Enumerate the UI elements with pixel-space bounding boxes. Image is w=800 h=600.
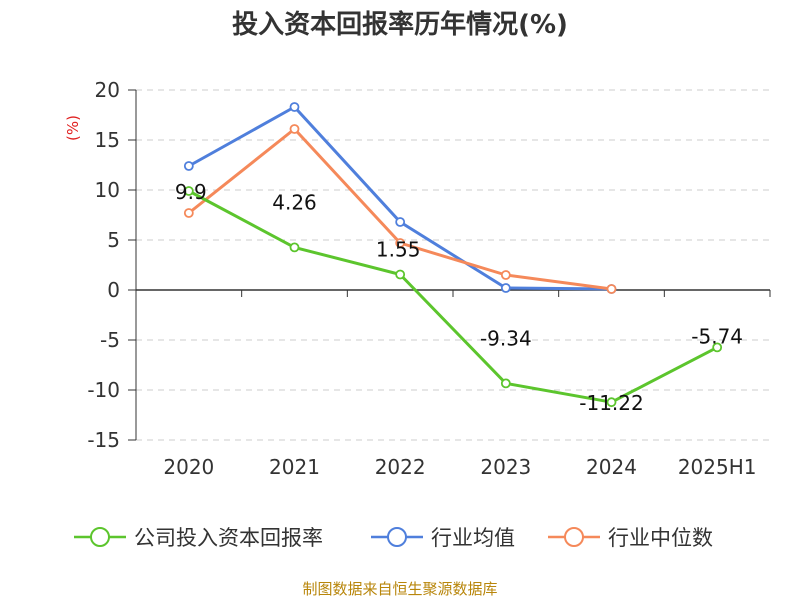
y-tick-label: -5	[100, 328, 120, 352]
legend-label: 行业均值	[431, 526, 515, 550]
legend-swatch-marker	[90, 527, 110, 547]
y-tick-label: 15	[95, 128, 120, 152]
x-tick-label: 2023	[480, 455, 531, 479]
data-label: 9.9	[175, 180, 207, 204]
axes	[128, 89, 771, 441]
gridlines	[136, 89, 770, 441]
data-point	[183, 208, 194, 218]
data-point	[500, 270, 511, 280]
legend-label: 公司投入资本回报率	[134, 526, 323, 550]
data-point	[183, 186, 194, 196]
data-point	[712, 342, 723, 353]
data-point	[395, 238, 406, 248]
source-note: 制图数据来自恒生聚源数据库	[302, 580, 497, 598]
x-tick-label: 2022	[375, 455, 426, 479]
x-tick-labels: 2020 2021 2022 2023 2024 2025H1	[163, 455, 756, 479]
series-line	[187, 127, 612, 291]
y-tick-label: 0	[107, 278, 120, 302]
data-label: -5.74	[691, 324, 743, 348]
legend-label: 行业中位数	[608, 526, 713, 550]
data-label: 1.55	[376, 238, 421, 262]
data-label: -11.22	[579, 391, 643, 415]
x-tick-label: 2020	[163, 455, 214, 479]
y-tick-label: 5	[107, 228, 120, 252]
y-tick-labels: 20 15 10 5 0 -5 -10 -15	[87, 78, 120, 452]
data-point	[289, 102, 300, 112]
x-tick-label: 2021	[269, 455, 320, 479]
x-tick-label: 2025H1	[678, 455, 757, 479]
legend: 公司投入资本回报率 行业均值 行业中位数	[74, 526, 713, 550]
data-point	[183, 161, 194, 171]
series-lines	[183, 102, 723, 408]
y-tick-label: -15	[87, 428, 120, 452]
data-point	[606, 397, 617, 408]
data-point	[606, 284, 617, 294]
data-point	[500, 283, 511, 293]
legend-swatch-marker	[564, 527, 584, 547]
y-tick-label: -10	[87, 378, 120, 402]
data-point	[395, 269, 406, 280]
x-tick-label: 2024	[586, 455, 637, 479]
data-label: 4.26	[272, 190, 317, 214]
series-line	[188, 189, 718, 404]
series-line	[188, 105, 612, 291]
y-tick-label: 20	[95, 78, 120, 102]
y-tick-label: 10	[95, 178, 120, 202]
chart-title: 投入资本回报率历年情况(%)	[232, 9, 568, 40]
data-point	[289, 124, 300, 134]
data-point	[395, 217, 406, 227]
legend-swatch-marker	[387, 527, 407, 547]
y-axis-unit: (%)	[64, 115, 82, 141]
data-point	[500, 378, 511, 389]
data-label: -9.34	[480, 326, 532, 350]
data-labels: 9.9 4.26 1.55 -9.34 -11.22 -5.74	[175, 180, 743, 415]
data-point	[289, 242, 300, 253]
